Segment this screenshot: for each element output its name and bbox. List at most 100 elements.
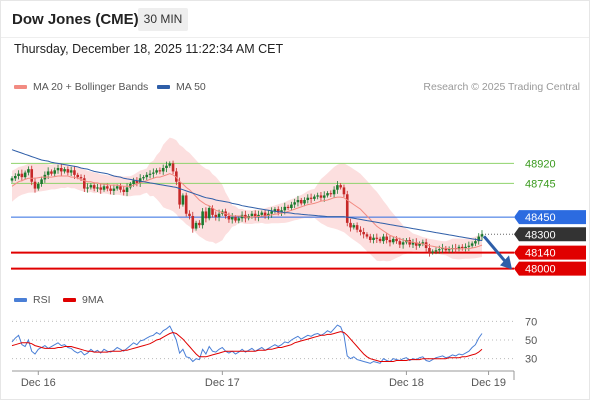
candle-body-63 — [217, 213, 221, 218]
candle-body-76 — [260, 212, 264, 215]
candle-body-46 — [161, 168, 165, 172]
candle-body-90 — [306, 197, 310, 200]
candle-body-31 — [112, 188, 116, 191]
candle-body-75 — [257, 214, 260, 218]
candle-body-14 — [56, 168, 60, 171]
candle-body-98 — [332, 189, 336, 195]
level-label-48000: 48000 — [525, 264, 556, 276]
candle-body-56 — [194, 222, 198, 229]
candle-body-124 — [418, 243, 421, 246]
candle-body-9 — [40, 179, 43, 184]
candle-body-118 — [398, 241, 402, 245]
candle-body-8 — [36, 184, 40, 189]
ma50-legend-label: MA 50 — [176, 81, 206, 93]
candle-body-0 — [10, 178, 14, 181]
candle-body-6 — [30, 169, 34, 182]
candle-body-94 — [319, 195, 323, 198]
timestamp: Thursday, December 18, 2025 11:22:34 AM … — [14, 42, 284, 56]
candle-body-87 — [296, 200, 300, 203]
candle-body-143 — [480, 234, 484, 237]
forecast-arrow-head — [500, 255, 512, 270]
candle-body-28 — [102, 186, 106, 190]
candle-body-26 — [96, 187, 99, 189]
candle-body-39 — [138, 178, 142, 183]
candle-body-45 — [158, 170, 162, 172]
candle-body-36 — [129, 184, 132, 188]
candle-body-107 — [362, 232, 365, 235]
candle-body-70 — [240, 214, 244, 219]
candle-body-88 — [299, 200, 303, 204]
candle-body-48 — [168, 163, 172, 166]
level-label-48450: 48450 — [525, 212, 556, 224]
timeframe-button[interactable]: 30 MIN — [138, 8, 188, 31]
candle-body-102 — [345, 194, 349, 223]
candle-body-111 — [375, 237, 379, 239]
candle-body-78 — [267, 213, 270, 216]
rsi-tick-70: 70 — [525, 316, 537, 328]
rsi-ma-line — [11, 331, 483, 362]
level-label-48920: 48920 — [525, 158, 556, 170]
candle-body-138 — [464, 246, 467, 248]
candle-body-137 — [460, 246, 464, 248]
candle-body-58 — [201, 211, 204, 226]
candle-body-97 — [329, 193, 333, 195]
candle-body-141 — [474, 241, 477, 244]
candle-body-53 — [184, 195, 188, 214]
candle-body-23 — [86, 187, 89, 189]
candle-body-86 — [293, 202, 296, 205]
candle-body-55 — [191, 216, 195, 229]
candle-body-16 — [63, 169, 66, 172]
candle-body-131 — [441, 248, 444, 250]
candle-body-95 — [322, 195, 326, 198]
candle-body-51 — [178, 181, 181, 205]
ma50-line — [11, 149, 483, 242]
candle-body-32 — [115, 186, 119, 189]
candle-body-38 — [135, 180, 139, 183]
candle-body-115 — [388, 240, 392, 243]
candle-body-74 — [253, 213, 257, 218]
candle-body-19 — [73, 170, 76, 175]
candle-body-15 — [60, 168, 63, 172]
candle-body-66 — [227, 216, 231, 220]
candle-body-43 — [152, 172, 155, 174]
candle-body-101 — [342, 187, 346, 195]
candle-body-68 — [234, 217, 237, 221]
candle-body-85 — [290, 204, 293, 208]
candle-body-4 — [23, 172, 27, 178]
candle-body-60 — [207, 208, 211, 219]
candle-body-96 — [326, 193, 329, 196]
candle-body-121 — [408, 240, 411, 245]
candle-body-34 — [122, 189, 126, 192]
candle-body-7 — [33, 181, 37, 189]
candle-body-22 — [83, 178, 86, 189]
candle-body-83 — [283, 206, 287, 211]
rsi-ma-legend-label: 9MA — [82, 294, 104, 306]
candle-body-106 — [359, 229, 362, 232]
candle-body-49 — [171, 163, 175, 172]
candle-body-37 — [132, 180, 135, 184]
candle-body-122 — [411, 242, 415, 245]
candle-body-54 — [188, 213, 191, 216]
candle-body-81 — [276, 209, 280, 213]
candle-body-13 — [53, 170, 57, 174]
candle-body-62 — [214, 214, 218, 218]
candle-body-126 — [424, 242, 428, 248]
rsi-tick-50: 50 — [525, 335, 537, 347]
candle-body-103 — [349, 222, 352, 228]
candle-body-99 — [336, 185, 339, 190]
candle-body-109 — [368, 236, 372, 240]
candle-body-57 — [198, 222, 201, 226]
research-credit: Research © 2025 Trading Central — [423, 81, 580, 93]
candle-body-133 — [447, 249, 451, 251]
candle-body-11 — [46, 171, 50, 175]
candle-body-40 — [142, 177, 145, 179]
candle-body-3 — [20, 173, 24, 178]
candle-body-24 — [89, 185, 93, 188]
candle-body-139 — [467, 245, 471, 247]
candle-body-119 — [401, 242, 405, 245]
ma50-legend-swatch — [157, 85, 170, 89]
candle-body-117 — [395, 238, 398, 242]
candle-body-123 — [414, 242, 418, 246]
candle-body-112 — [378, 238, 382, 242]
